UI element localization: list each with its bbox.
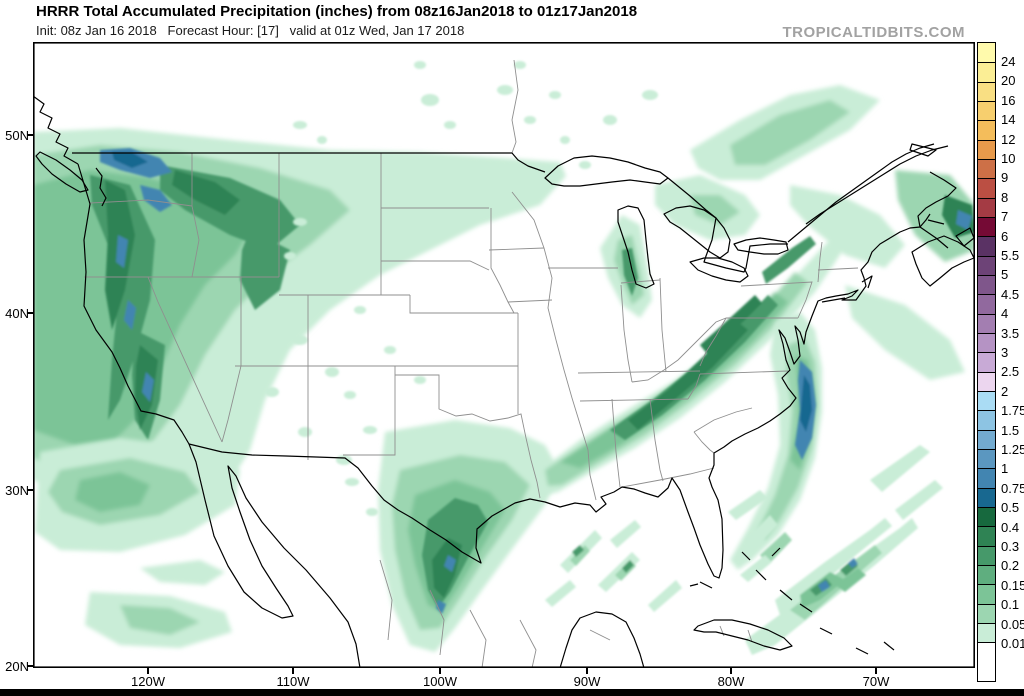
colorbar-tick-label: 24	[1001, 53, 1016, 69]
colorbar-segment	[978, 371, 995, 391]
bottom-bar	[0, 689, 1024, 696]
colorbar-tick-label: 5	[1001, 267, 1009, 283]
lon-label: 120W	[131, 674, 165, 689]
colorbar-tick-label: 7	[1001, 209, 1009, 225]
colorbar-tick-label: 1.75	[1001, 403, 1024, 419]
lat-tick	[27, 489, 34, 491]
colorbar-tick-label: 0.5	[1001, 500, 1020, 516]
colorbar-tick-label: 8	[1001, 189, 1009, 205]
colorbar-tick-label: 2.5	[1001, 364, 1020, 380]
colorbar-segment	[978, 506, 995, 527]
lon-label: 100W	[423, 674, 457, 689]
colorbar-segment	[978, 564, 995, 585]
precipitation-shading	[33, 61, 975, 655]
colorbar-segment	[978, 178, 995, 198]
colorbar-segment	[978, 468, 995, 488]
colorbar-tick-label: 16	[1001, 92, 1016, 108]
lon-tick	[730, 668, 732, 674]
colorbar-segment	[978, 313, 995, 333]
watermark-text: TROPICALTIDBITS.COM	[782, 24, 965, 41]
colorbar-segment	[978, 100, 995, 121]
weather-map	[32, 41, 976, 669]
colorbar-tick-label: 14	[1001, 112, 1016, 128]
colorbar	[977, 42, 996, 682]
colorbar-segment	[978, 332, 995, 353]
colorbar-segment	[978, 410, 995, 430]
colorbar-tick-label: 1	[1001, 461, 1009, 477]
colorbar-segment	[978, 120, 995, 140]
colorbar-tick-label: 0.4	[1001, 519, 1020, 535]
lon-label: 90W	[573, 674, 601, 689]
lon-label: 110W	[276, 674, 310, 689]
lon-label: 80W	[717, 674, 745, 689]
colorbar-segment	[978, 526, 995, 546]
lat-tick	[27, 312, 34, 314]
colorbar-tick-label: 0.05	[1001, 616, 1024, 632]
lon-tick	[586, 668, 588, 674]
map-frame	[32, 41, 976, 669]
colorbar-tick-label: 12	[1001, 131, 1016, 147]
lat-label: 20N	[5, 659, 29, 674]
colorbar-segment	[978, 622, 995, 643]
colorbar-segment	[978, 139, 995, 159]
colorbar-segment	[978, 584, 995, 604]
colorbar-tick-label: 10	[1001, 150, 1016, 166]
colorbar-segment	[978, 216, 995, 237]
colorbar-tick-label: 4	[1001, 306, 1009, 322]
colorbar-tick-label: 2	[1001, 383, 1009, 399]
lat-tick	[27, 665, 34, 667]
lon-tick	[875, 668, 877, 674]
colorbar-tick-label: 5.5	[1001, 247, 1020, 263]
colorbar-tick-label: 3.5	[1001, 325, 1020, 341]
colorbar-segment	[978, 642, 995, 681]
colorbar-segment	[978, 352, 995, 372]
lon-tick	[292, 668, 294, 674]
colorbar-segment	[978, 429, 995, 449]
state-borders	[84, 59, 859, 669]
lon-label: 70W	[862, 674, 890, 689]
colorbar-segment	[978, 294, 995, 314]
colorbar-tick-label: 0.01	[1001, 635, 1024, 651]
lat-label: 50N	[5, 128, 29, 143]
colorbar-segment	[978, 274, 995, 295]
colorbar-segment	[978, 603, 995, 623]
colorbar-tick-label: 0.15	[1001, 577, 1024, 593]
colorbar-tick-label: 20	[1001, 73, 1016, 89]
colorbar-tick-label: 3	[1001, 344, 1009, 360]
colorbar-segment	[978, 62, 995, 82]
colorbar-segment	[978, 197, 995, 217]
page-title: HRRR Total Accumulated Precipitation (in…	[36, 3, 638, 20]
colorbar-segment	[978, 487, 995, 507]
colorbar-tick-label: 6	[1001, 228, 1009, 244]
colorbar-segment	[978, 545, 995, 565]
colorbar-tick-label: 9	[1001, 170, 1009, 186]
colorbar-segment	[978, 158, 995, 179]
lat-tick	[27, 134, 34, 136]
map-area	[32, 41, 976, 669]
lon-tick	[439, 668, 441, 674]
colorbar-tick-label: 0.75	[1001, 480, 1024, 496]
colorbar-tick-label: 0.3	[1001, 538, 1020, 554]
colorbar-tick-label: 1.25	[1001, 441, 1024, 457]
colorbar-segment	[978, 390, 995, 411]
colorbar-segment	[978, 236, 995, 256]
lon-tick	[147, 668, 149, 674]
colorbar-segment	[978, 448, 995, 469]
lat-label: 40N	[5, 306, 29, 321]
colorbar-segment	[978, 255, 995, 275]
colorbar-tick-label: 1.5	[1001, 422, 1020, 438]
colorbar-segment	[978, 43, 995, 63]
colorbar-segment	[978, 81, 995, 101]
colorbar-tick-label: 4.5	[1001, 286, 1020, 302]
lat-label: 30N	[5, 483, 29, 498]
coastline-borders	[32, 95, 975, 669]
colorbar-tick-label: 0.1	[1001, 597, 1020, 613]
init-forecast-line: Init: 08z Jan 16 2018 Forecast Hour: [17…	[36, 23, 465, 38]
colorbar-tick-label: 0.2	[1001, 558, 1020, 574]
